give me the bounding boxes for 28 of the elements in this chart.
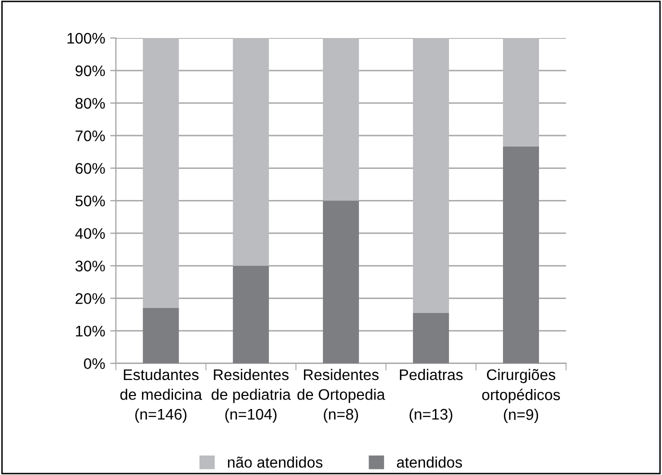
x-tick-label: Cirurgiões ortopédicos (n=9) xyxy=(482,368,560,423)
bar xyxy=(412,38,449,313)
legend-label: não atendidos xyxy=(228,456,322,468)
y-tick-label: 60% xyxy=(76,163,105,174)
x-tick-label: Residentes de Ortopedia (n=8) xyxy=(297,368,386,423)
bar xyxy=(232,38,269,266)
bar xyxy=(142,308,179,364)
y-tick-label: 0% xyxy=(84,358,105,370)
y-tick-label: 50% xyxy=(75,196,105,206)
y-tick-label: 90% xyxy=(76,65,105,76)
y-tick-label: 80% xyxy=(76,98,105,109)
bar xyxy=(502,146,539,364)
y-tick-label: 30% xyxy=(75,260,105,272)
y-tick-label: 100% xyxy=(68,32,105,44)
y-tick-label: 10% xyxy=(76,326,105,337)
bar xyxy=(322,200,359,364)
y-tick-label: 40% xyxy=(75,228,105,239)
category-label: Pediatras (n=13) xyxy=(400,368,463,423)
y-tick-label: 20% xyxy=(76,293,105,304)
bar xyxy=(142,38,179,308)
bar xyxy=(412,312,449,364)
y-tick-label: 70% xyxy=(76,130,105,142)
x-tick-label: Estudantes de medicina (n=146) xyxy=(120,368,202,423)
bar xyxy=(502,38,539,146)
legend-label: atendidos xyxy=(396,456,462,468)
bar xyxy=(232,266,269,364)
x-tick-label: Residentes de pediatria (n=104) xyxy=(212,368,291,423)
bar xyxy=(322,38,359,201)
